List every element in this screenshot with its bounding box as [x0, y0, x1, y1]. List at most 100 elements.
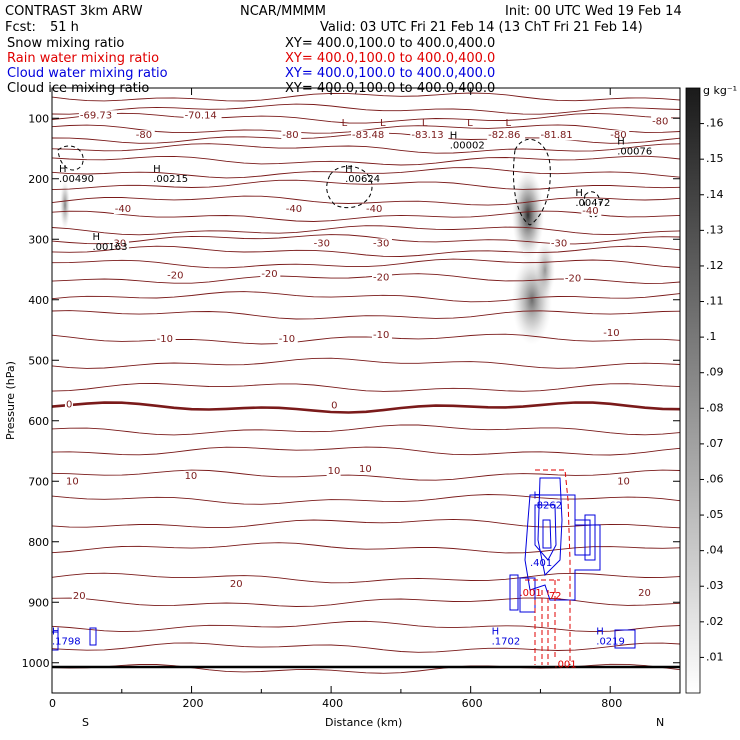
- label-knockout: [183, 110, 222, 121]
- temperature-label: -10: [603, 328, 619, 339]
- isotherm-line: [52, 195, 680, 206]
- field-xy: XY= 400.0,100.0 to 400.0,400.0: [285, 66, 495, 81]
- isotherm-line: [52, 469, 680, 481]
- colorbar-tick-label: .16: [706, 117, 724, 130]
- y-tick-label: 100: [28, 112, 49, 125]
- y-tick-label: 200: [28, 173, 49, 186]
- label-knockout: [637, 588, 652, 599]
- temperature-label: -70.14: [185, 110, 217, 121]
- y-axis-label: Pressure (hPa): [4, 361, 17, 440]
- colorbar-ticks: .01 .02 .03 .04 .05 .06 .07 .08 .09 .1 .11 .12 .13 .1…: [700, 117, 724, 663]
- y-tick-label: 800: [28, 536, 49, 549]
- extremum-value: .0219: [596, 637, 625, 648]
- temperature-label: -30: [551, 239, 567, 250]
- low-marker: L: [467, 118, 473, 129]
- isotherm-line: [52, 446, 680, 456]
- label-knockout: [260, 268, 281, 279]
- colorbar-tick-label: .01: [706, 650, 724, 663]
- low-marker: L: [506, 118, 512, 129]
- label-knockout: [64, 476, 79, 487]
- label-knockout: [371, 329, 392, 340]
- cloud-ice-contour: [326, 165, 373, 209]
- y-tick-label: 900: [28, 596, 49, 609]
- plot-frame: [51, 87, 681, 694]
- colorbar-tick-label: .11: [706, 295, 724, 308]
- isotherm-line: [52, 167, 680, 179]
- extremum-value: .00076: [617, 147, 652, 158]
- extremum-value: .00472: [575, 198, 610, 209]
- isotherm-line: [52, 310, 680, 320]
- high-marker: H: [345, 164, 353, 175]
- isotherm-line: [52, 112, 680, 124]
- label-knockout: [312, 238, 333, 249]
- extremum-value: .001: [520, 588, 542, 599]
- extremum-value: .8262: [533, 500, 562, 511]
- isotherm-line: [52, 597, 680, 607]
- high-marker: H: [450, 131, 458, 142]
- freezing-level-contour: [52, 401, 680, 414]
- label-knockout: [281, 130, 302, 141]
- colorbar: [685, 87, 701, 694]
- temperature-label: -40: [115, 204, 131, 215]
- label-knockout: [609, 130, 630, 141]
- temperature-label: 20: [73, 591, 86, 602]
- label-knockout: [155, 334, 176, 345]
- isotherm-line: [52, 103, 680, 115]
- temperature-label: 10: [185, 471, 198, 482]
- y-tick-label: 500: [28, 354, 49, 367]
- temperature-label: 10: [66, 476, 79, 487]
- temperature-label: -80: [652, 116, 668, 127]
- label-knockout: [616, 476, 631, 487]
- high-marker: H: [153, 164, 161, 175]
- header: CONTRAST 3km ARW NCAR/MMMM Init: 00 UTC …: [5, 4, 682, 35]
- temperature-label: -40: [286, 204, 302, 215]
- isotherm-line: [52, 92, 680, 102]
- label-knockout: [487, 130, 526, 141]
- label-knockout: [108, 238, 129, 249]
- high-marker: H: [617, 137, 625, 148]
- extremum-value: 72: [549, 591, 562, 602]
- label-knockout: [64, 399, 73, 410]
- axes: 0 200 400 600 800100200300400500600700800900…: [22, 88, 680, 710]
- label-knockout: [228, 579, 243, 590]
- low-marker: L: [342, 118, 348, 129]
- colorbar-tick-label: .14: [706, 188, 724, 201]
- colorbar-tick-label: .05: [706, 508, 724, 521]
- temperature-label: -40: [582, 206, 598, 217]
- label-knockout: [371, 272, 392, 283]
- label-knockout: [410, 130, 449, 141]
- colorbar-tick-label: .07: [706, 437, 724, 450]
- temperature-label: -80: [282, 130, 298, 141]
- temperature-label: 0: [331, 401, 337, 412]
- colorbar-tick-label: .09: [706, 366, 724, 379]
- temperature-contours: [52, 92, 680, 674]
- model-title: CONTRAST 3km ARW: [5, 4, 143, 19]
- isotherm-line: [52, 179, 680, 191]
- field-xy: XY= 400.0,100.0 to 400.0,400.0: [285, 51, 495, 66]
- temperature-label: -80: [610, 130, 626, 141]
- init-time: Init: 00 UTC Wed 19 Feb 14: [505, 4, 682, 19]
- high-marker: H: [92, 232, 100, 243]
- colorbar-unit: g kg⁻¹: [703, 84, 737, 97]
- colorbar-tick-label: .02: [706, 615, 724, 628]
- label-knockout: [166, 270, 187, 281]
- x-tick-label: 400: [322, 697, 343, 710]
- x-tick-label: 0: [49, 697, 56, 710]
- label-knockout: [651, 116, 672, 127]
- valid-time: Valid: 03 UTC Fri 21 Feb 14 (13 ChT Fri …: [320, 20, 643, 35]
- label-knockout: [602, 328, 623, 339]
- label-knockout: [351, 130, 390, 141]
- low-marker: L: [422, 118, 428, 129]
- label-knockout: [581, 205, 602, 216]
- contour-labels: -69.73 -70.14 -80 -80 -83.48 -83.13 -82.86 -81.…: [52, 110, 672, 671]
- high-marker: H: [59, 164, 67, 175]
- temperature-label: -20: [373, 272, 389, 283]
- x-tick-label: 600: [462, 697, 483, 710]
- isotherm-line: [52, 210, 680, 222]
- high-marker: H: [596, 627, 604, 638]
- x-axis-right-end: N: [656, 716, 664, 729]
- label-knockout: [371, 238, 392, 249]
- label-knockout: [284, 204, 305, 215]
- temperature-label: -10: [279, 334, 295, 345]
- extremum-value: .00163: [92, 242, 127, 253]
